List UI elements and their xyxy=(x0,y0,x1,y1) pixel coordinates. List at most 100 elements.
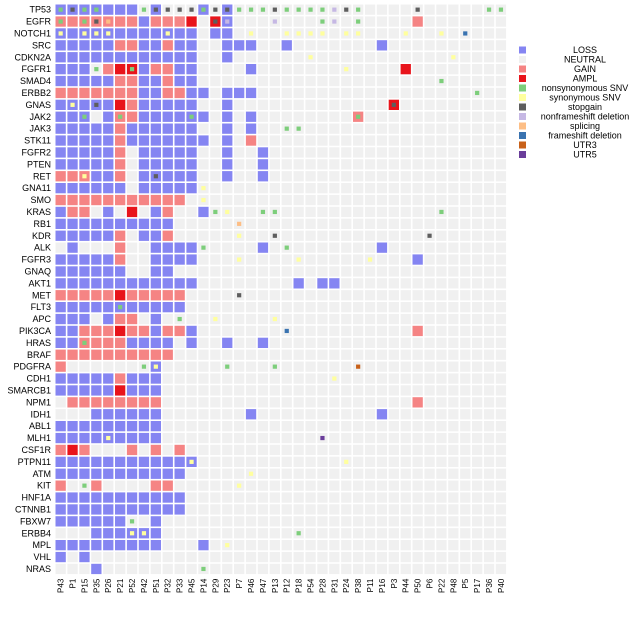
cell-GNA11-P26 xyxy=(103,183,114,194)
cell-RB1-P46 xyxy=(245,218,257,229)
cell-FGFR2-P5 xyxy=(460,147,471,158)
cell-FBXW7-P48 xyxy=(448,516,459,527)
cell-BRAF-P48 xyxy=(448,349,459,360)
cell-SMARCB1-P54 xyxy=(305,385,316,396)
cell-FGFR1-P46 xyxy=(245,64,257,75)
snv-markers xyxy=(58,7,504,572)
cell-PTEN-P12 xyxy=(281,159,292,170)
cell-JAK2-P26 xyxy=(103,111,114,122)
cell-CSF1R-P50 xyxy=(412,444,423,456)
cell-CTNNB1-P17 xyxy=(472,504,483,515)
cell-ERBB4-P16 xyxy=(376,528,388,539)
cell-ABL1-P32 xyxy=(162,421,173,432)
cell-CSF1R-P3 xyxy=(388,444,399,456)
snv-TP53-P31 xyxy=(332,7,337,12)
cell-SMO-P51 xyxy=(150,194,161,206)
cell-GNAQ-P16 xyxy=(376,266,388,277)
cell-SMAD4-P45 xyxy=(186,75,197,87)
snv-EGFR-P28 xyxy=(320,19,325,24)
cell-MET-P43 xyxy=(55,290,66,301)
snv-EGFR-P35 xyxy=(94,19,99,24)
cell-CTNNB1-P13 xyxy=(269,504,280,515)
cell-MPL-P54 xyxy=(305,540,316,551)
cell-HRAS-P40 xyxy=(495,337,507,348)
cell-JAK3-P38 xyxy=(353,123,364,134)
cell-IDH1-P11 xyxy=(364,409,376,420)
cell-SMO-P46 xyxy=(245,194,257,206)
cell-ABL1-P54 xyxy=(305,421,316,432)
cell-RB1-P47 xyxy=(257,218,269,229)
snv-TP53-P47 xyxy=(260,7,266,12)
cell-CSF1R-P32 xyxy=(162,444,173,456)
cell-CDKN2A-P28 xyxy=(317,52,328,63)
cell-BRAF-P35 xyxy=(91,349,102,360)
cell-CTNNB1-P36 xyxy=(483,504,495,515)
cell-GNAS-P44 xyxy=(400,99,411,110)
snv-KDR-P7 xyxy=(237,233,242,238)
cell-ERBB4-P48 xyxy=(448,528,459,539)
snv-CDH1-P31 xyxy=(332,376,337,381)
cell-BRAF-P24 xyxy=(341,349,352,360)
snv-TP53-P32 xyxy=(165,7,170,12)
cell-KIT-P32 xyxy=(162,480,173,491)
cell-FBXW7-P23 xyxy=(222,516,233,527)
cell-HNF1A-P47 xyxy=(257,492,269,503)
cell-BRAF-P11 xyxy=(364,349,376,360)
snv-PDGFRA-P51 xyxy=(153,364,158,369)
cell-JAK3-P52 xyxy=(126,123,138,134)
cell-FBXW7-P29 xyxy=(210,516,221,527)
cell-SMARCB1-P16 xyxy=(376,385,388,396)
cell-VHL-P46 xyxy=(245,551,257,563)
cell-NRAS-P24 xyxy=(341,563,352,575)
cell-KIT-P38 xyxy=(353,480,364,491)
cell-EGFR-P50 xyxy=(412,16,423,27)
cell-PTPN11-P15 xyxy=(79,456,90,467)
cell-GNAS-P32 xyxy=(162,99,173,110)
cell-SMAD4-P14 xyxy=(198,75,209,87)
cell-NRAS-P23 xyxy=(222,563,233,575)
cell-FGFR2-P38 xyxy=(353,147,364,158)
cell-STK11-P54 xyxy=(305,135,316,146)
cell-ALK-P38 xyxy=(353,242,364,253)
cell-SMO-P15 xyxy=(79,194,90,206)
cell-FGFR2-P36 xyxy=(483,147,495,158)
cell-RET-P52 xyxy=(126,171,138,182)
snv-KIT-P7 xyxy=(237,483,242,488)
cell-EGFR-P33 xyxy=(174,16,185,27)
cell-TP53-P3 xyxy=(388,4,399,15)
cell-CDKN2A-P18 xyxy=(293,52,304,63)
cell-CTNNB1-P32 xyxy=(162,504,173,515)
cell-CTNNB1-P14 xyxy=(198,504,209,515)
cell-BRAF-P38 xyxy=(353,349,364,360)
cell-CDH1-P3 xyxy=(388,373,399,384)
cell-KDR-P45 xyxy=(186,230,197,241)
cell-ABL1-P1 xyxy=(67,421,78,432)
cell-SMARCB1-P1 xyxy=(67,385,78,396)
cell-JAK2-P16 xyxy=(376,111,388,122)
cell-IDH1-P33 xyxy=(174,409,185,420)
gene-label-KIT: KIT xyxy=(37,481,52,491)
cell-FLT3-P11 xyxy=(364,302,376,313)
cell-BRAF-P18 xyxy=(293,349,304,360)
cell-MET-P40 xyxy=(495,290,507,301)
cell-PDGFRA-P48 xyxy=(448,361,459,372)
cell-VHL-P16 xyxy=(376,551,388,563)
cell-HNF1A-P31 xyxy=(329,492,340,503)
cell-NPM1-P40 xyxy=(495,397,507,408)
cell-NOTCH1-P7 xyxy=(234,28,245,39)
cell-PTEN-P3 xyxy=(388,159,399,170)
cell-NPM1-P3 xyxy=(388,397,399,408)
cell-KDR-P44 xyxy=(400,230,411,241)
legend-swatch-stopgain xyxy=(519,103,526,111)
cell-FGFR1-P38 xyxy=(353,64,364,75)
cell-CSF1R-P44 xyxy=(400,444,411,456)
cell-ALK-P16 xyxy=(376,242,388,253)
cell-FGFR3-P45 xyxy=(186,254,197,265)
cell-MLH1-P23 xyxy=(222,432,233,444)
cell-SRC-P16 xyxy=(376,40,388,51)
cell-MET-P45 xyxy=(186,290,197,301)
cell-MLH1-P43 xyxy=(55,432,66,444)
cell-PTEN-P35 xyxy=(91,159,102,170)
snv-KRAS-P23 xyxy=(225,209,230,215)
sample-label-P23: P23 xyxy=(223,578,232,593)
